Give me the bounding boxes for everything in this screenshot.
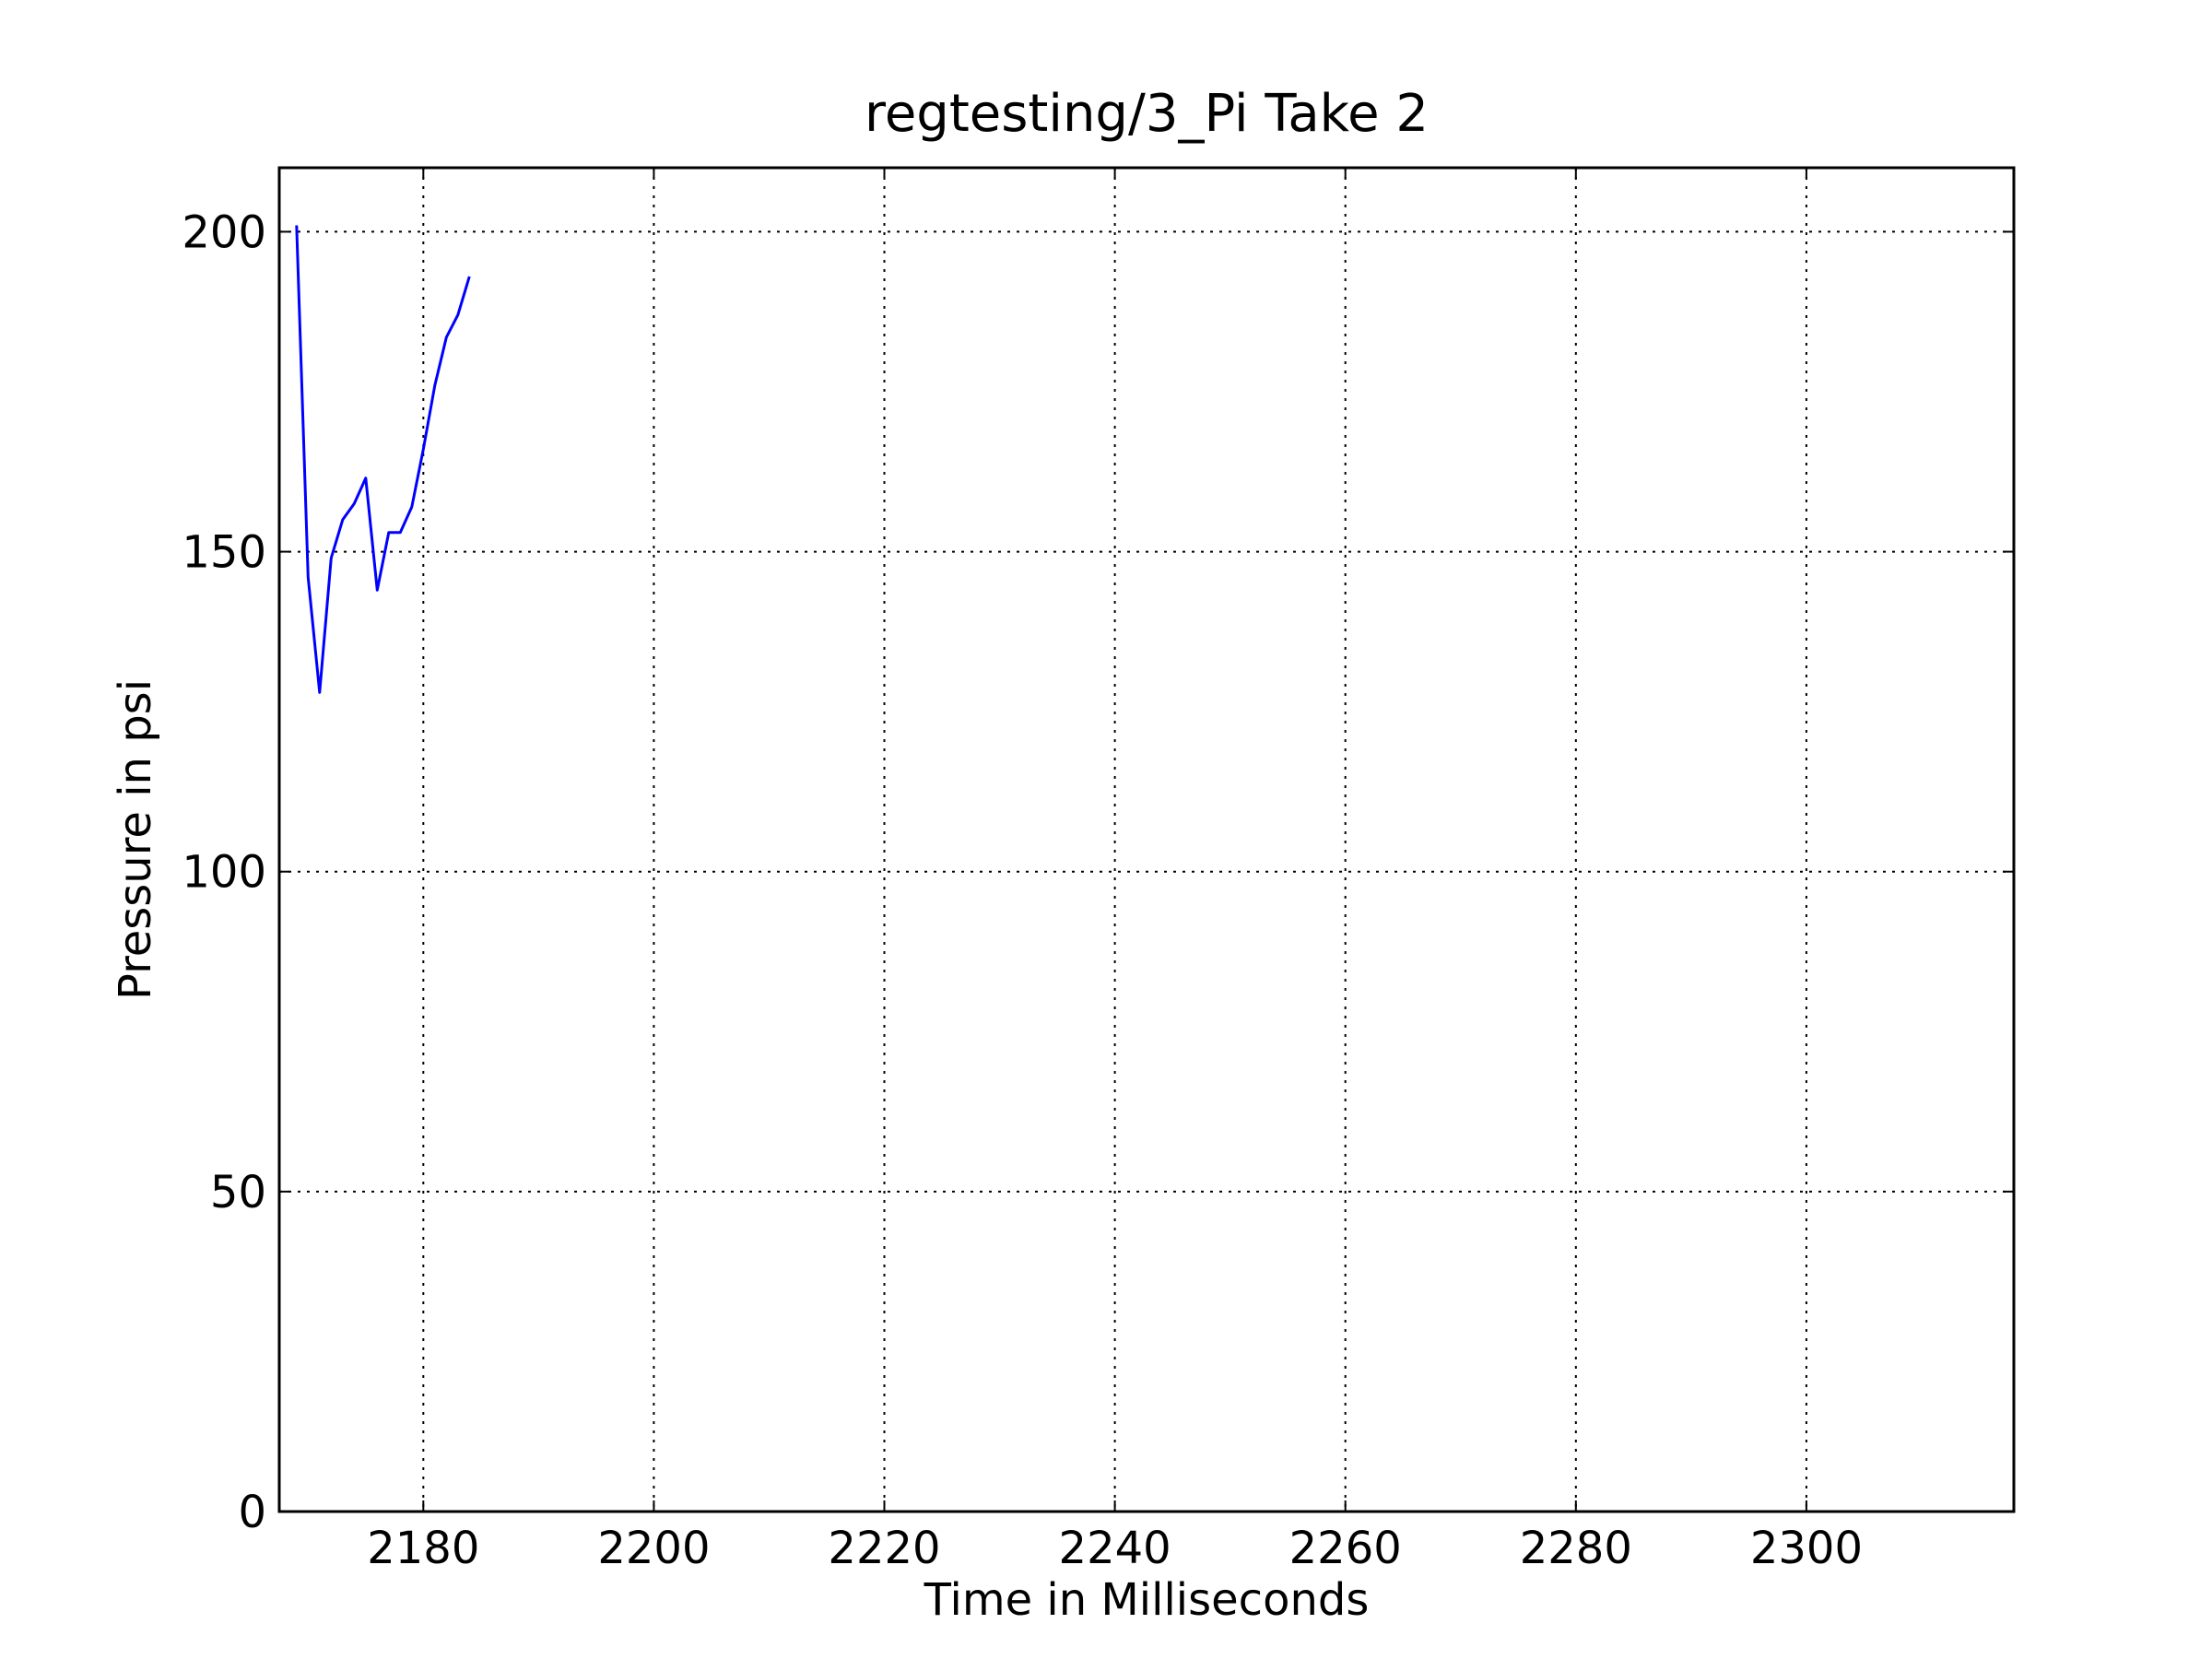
series-line bbox=[295, 225, 471, 694]
y-tick-label: 150 bbox=[182, 527, 266, 579]
plot-frame bbox=[277, 166, 2016, 1513]
axis-ticks bbox=[279, 168, 2014, 1512]
y-axis-label: Pressure in psi bbox=[110, 679, 161, 1000]
y-tick-label: 50 bbox=[210, 1167, 266, 1218]
x-tick-label: 2260 bbox=[1289, 1523, 1402, 1574]
data-series bbox=[295, 225, 471, 694]
y-tick-label: 0 bbox=[238, 1487, 266, 1538]
chart-title: regtesting/3_Pi Take 2 bbox=[865, 84, 1429, 144]
plot-area-background bbox=[279, 168, 2014, 1512]
x-tick-label: 2280 bbox=[1520, 1523, 1632, 1574]
y-tick-label: 200 bbox=[182, 206, 266, 258]
grid-lines bbox=[279, 168, 2014, 1512]
y-tick-label: 100 bbox=[182, 847, 266, 899]
x-tick-label: 2220 bbox=[828, 1523, 940, 1574]
x-tick-label: 2240 bbox=[1059, 1523, 1171, 1574]
x-axis-label: Time in Milliseconds bbox=[924, 1574, 1370, 1626]
x-tick-label: 2300 bbox=[1750, 1523, 1863, 1574]
x-tick-label: 2180 bbox=[367, 1523, 479, 1574]
x-tick-label: 2200 bbox=[597, 1523, 710, 1574]
tick-labels: 2180 2200 2220 2240 2260 2280 2300 0 50 100 150 200 bbox=[182, 206, 1863, 1574]
